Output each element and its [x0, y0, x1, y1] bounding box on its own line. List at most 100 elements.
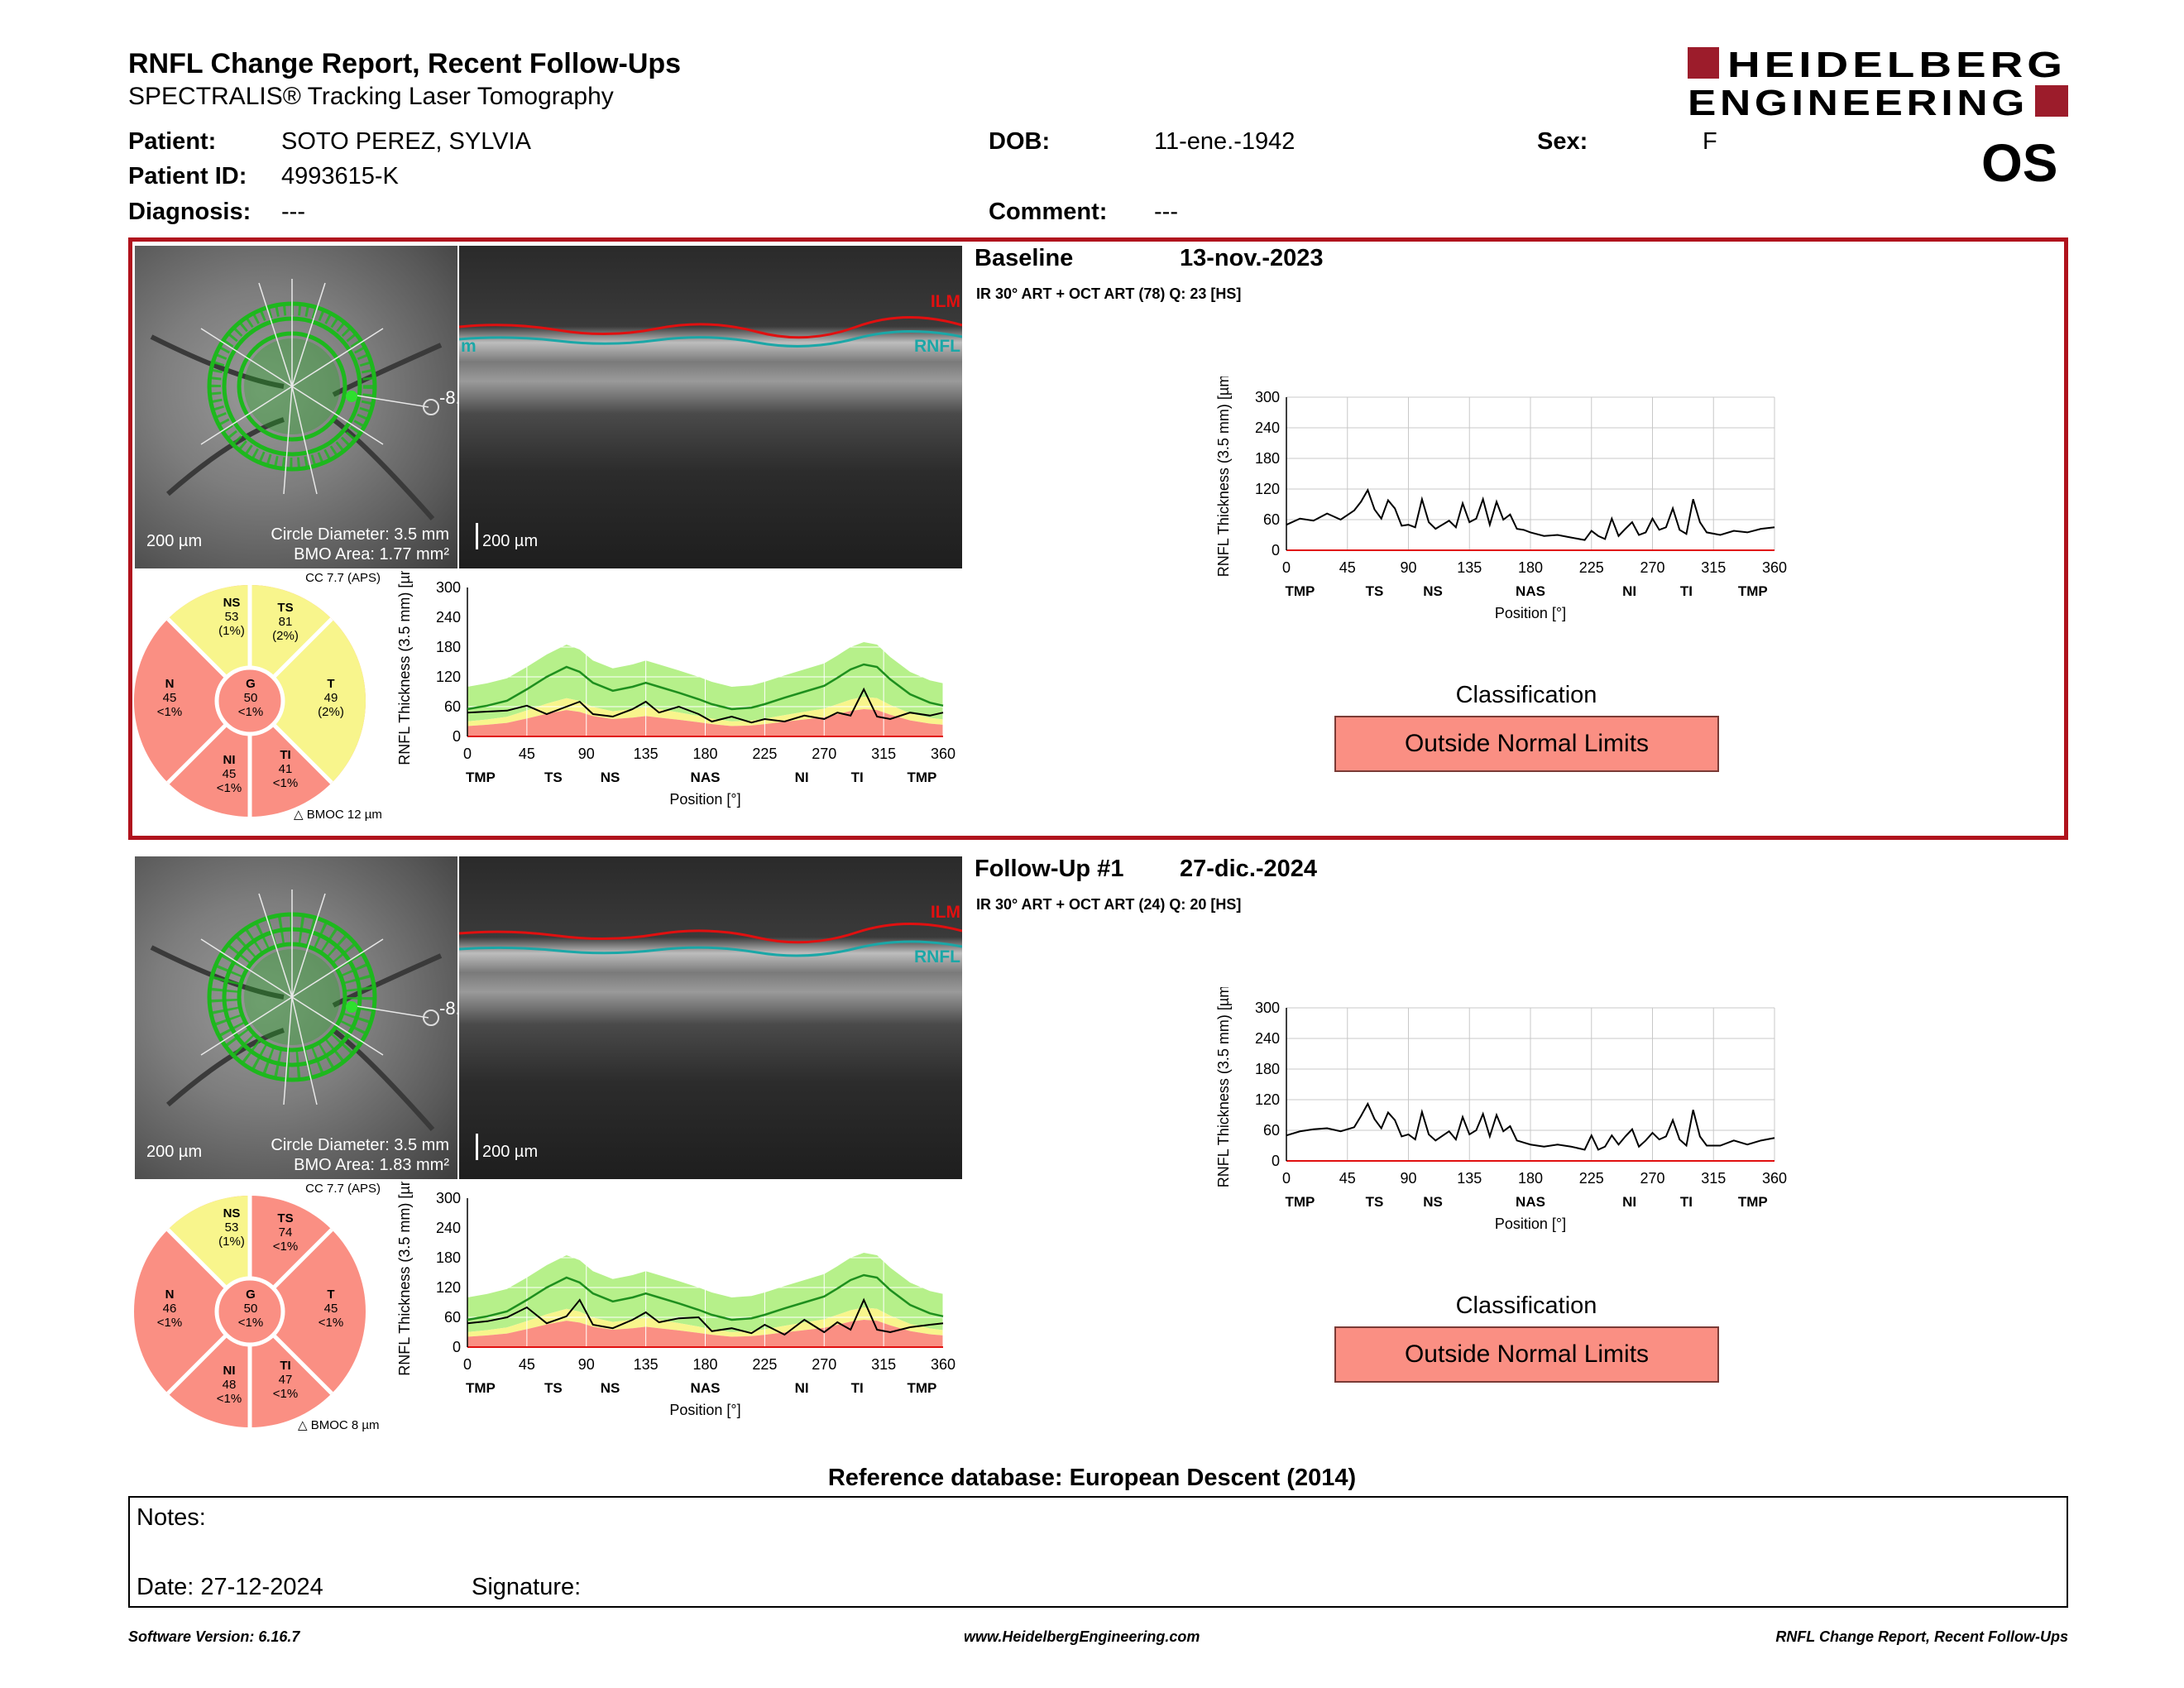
- followup-norm-patient-line: [467, 1297, 944, 1336]
- followup-norm-xtick: 315: [871, 1356, 896, 1373]
- followup-norm-sector-tick: NS: [601, 1380, 620, 1396]
- baseline-profile-sector-tick: NI: [1622, 583, 1636, 599]
- footer-report-name: RNFL Change Report, Recent Follow-Ups: [1775, 1628, 2068, 1645]
- baseline-profile-ytick: 300: [1255, 389, 1280, 405]
- followup-bmoc: △ BMOC 8 µm: [298, 1418, 380, 1432]
- baseline-profile-sector-tick: NAS: [1516, 583, 1545, 599]
- baseline-circle-diameter: Circle Diameter: 3.5 mm: [271, 525, 449, 544]
- followup-fundus-scale: 200 µm: [146, 1143, 203, 1161]
- baseline-norm-ytick: 0: [453, 728, 461, 745]
- baseline-profile-sector-tick: NS: [1423, 583, 1443, 599]
- followup-norm-xtick: 180: [692, 1356, 717, 1373]
- followup-norm-xtick: 225: [752, 1356, 777, 1373]
- baseline-profile-ytick: 120: [1255, 481, 1280, 497]
- baseline-label: Baseline: [975, 245, 1074, 271]
- baseline-acquisition: IR 30° ART + OCT ART (78) Q: 23 [HS]: [976, 285, 1242, 302]
- followup-profile-sector-tick: NS: [1423, 1194, 1443, 1210]
- notes-box[interactable]: Notes: Date: 27-12-2024 Signature:: [128, 1496, 2068, 1608]
- followup-norm-xtick: 45: [519, 1356, 535, 1373]
- diagnosis-label: Diagnosis:: [128, 199, 251, 225]
- baseline-cc: CC 7.7 (APS): [305, 571, 381, 585]
- followup-norm-xlabel: Position [°]: [669, 1402, 740, 1418]
- baseline-sector-chart: [134, 585, 366, 817]
- followup-rnfl-label: RNFL: [914, 947, 960, 966]
- patient-id-label: Patient ID:: [128, 163, 247, 189]
- baseline-profile-xtick: 0: [1282, 559, 1291, 576]
- followup-profile-xtick: 225: [1579, 1170, 1604, 1187]
- baseline-norm-xtick: 45: [519, 746, 535, 762]
- followup-norm-xtick: 90: [578, 1356, 595, 1373]
- baseline-norm-sector-tick: TI: [851, 770, 864, 785]
- followup-norm-normal-mean-line: [467, 1273, 944, 1321]
- baseline-profile-sector-tick: TI: [1680, 583, 1693, 599]
- followup-profile-ytick: 120: [1255, 1091, 1280, 1108]
- followup-profile-xtick: 0: [1282, 1170, 1291, 1187]
- baseline-sector-t: T 49 (2%): [318, 677, 344, 719]
- baseline-profile-xtick: 45: [1339, 559, 1356, 576]
- followup-label: Follow-Up #1: [975, 856, 1124, 882]
- footer-website[interactable]: www.HeidelbergEngineering.com: [964, 1628, 1200, 1645]
- followup-classification-label: Classification: [1455, 1292, 1597, 1319]
- baseline-norm-sector-tick: NAS: [691, 770, 721, 785]
- followup-norm-ytick: 60: [444, 1309, 461, 1326]
- baseline-norm-normal-mean-line: [467, 663, 944, 711]
- followup-profile-ytick: 240: [1255, 1030, 1280, 1047]
- dob-label: DOB:: [989, 128, 1051, 155]
- followup-norm-xtick: 270: [812, 1356, 836, 1373]
- followup-norm-ylabel: RNFL Thickness (3.5 mm) [µm]: [396, 1182, 413, 1376]
- baseline-norm-ytick: 180: [436, 639, 461, 655]
- baseline-oct-scale: 200 µm: [482, 532, 539, 550]
- baseline-norm-xtick: 90: [578, 746, 595, 762]
- eye-indicator: OS: [1981, 133, 2058, 193]
- comment-value: ---: [1154, 199, 1178, 225]
- baseline-frame: [128, 237, 2068, 840]
- reference-database: Reference database: European Descent (20…: [827, 1465, 1357, 1491]
- followup-profile-chart: RNFL Thickness (3.5 mm) [µm] 0 60 120 180 240…: [1215, 987, 1787, 1232]
- baseline-norm-ytick: 60: [444, 698, 461, 715]
- followup-norm-chart: RNFL Thickness (3.5 mm) [µm] 0 60 120 180 240…: [396, 1182, 956, 1418]
- baseline-oct-layers: [459, 316, 962, 348]
- followup-profile-thickness-line: [1286, 1101, 1775, 1151]
- followup-profile-sector-tick: TMP: [1738, 1194, 1768, 1210]
- followup-oct-scan: ILM RNFL 200 µm: [459, 856, 962, 1179]
- followup-norm-ytick: 180: [436, 1249, 461, 1266]
- baseline-profile-xtick: 360: [1762, 559, 1787, 576]
- baseline-profile-xtick: 180: [1518, 559, 1543, 576]
- followup-sector-ni: NI 48 <1%: [216, 1364, 242, 1406]
- baseline-norm-sector-tick: NS: [601, 770, 620, 785]
- patient-id: 4993615-K: [281, 163, 399, 189]
- followup-norm-sector-tick: TS: [544, 1380, 563, 1396]
- followup-oct-scale: 200 µm: [482, 1143, 539, 1161]
- baseline-date: 13-nov.-2023: [1180, 245, 1324, 271]
- followup-fundus-marker: -8.: [439, 998, 461, 1019]
- baseline-oct-scale-bar: [476, 523, 478, 549]
- followup-circle-diameter: Circle Diameter: 3.5 mm: [271, 1136, 449, 1154]
- followup-sector-ns: NS 53 (1%): [218, 1206, 245, 1249]
- followup-profile-xtick: 360: [1762, 1170, 1787, 1187]
- followup-norm-sector-tick: TMP: [466, 1380, 496, 1396]
- notes-label: Notes:: [136, 1504, 206, 1531]
- followup-sector-t: T 45 <1%: [318, 1288, 344, 1330]
- followup-norm-ytick: 240: [436, 1220, 461, 1236]
- baseline-fundus-marker: -8.: [439, 387, 461, 408]
- followup-bmo-area: BMO Area: 1.83 mm²: [294, 1156, 449, 1174]
- baseline-sector-t-fill: [250, 619, 366, 783]
- baseline-profile-xtick: 315: [1701, 559, 1726, 576]
- followup-circle-info: Circle Diameter: 3.5 mm BMO Area: 1.83 m…: [271, 1135, 449, 1175]
- followup-oct-scale-bar: [476, 1134, 478, 1160]
- logo-square-bottom: [2035, 85, 2068, 117]
- baseline-norm-xtick: 270: [812, 746, 836, 762]
- baseline-norm-xtick: 315: [871, 746, 896, 762]
- baseline-norm-chart: RNFL Thickness (3.5 mm) [µm] 0 60 120 180 240…: [396, 571, 956, 808]
- baseline-rnfl-label: RNFL: [914, 337, 960, 356]
- baseline-norm-xtick: 0: [463, 746, 472, 762]
- followup-oct-layers: [459, 923, 962, 957]
- followup-profile-xtick: 135: [1457, 1170, 1482, 1187]
- followup-sector-n: N 46 <1%: [156, 1288, 183, 1330]
- followup-profile-sector-tick: TS: [1366, 1194, 1384, 1210]
- followup-norm-ytick: 300: [436, 1190, 461, 1206]
- baseline-norm-sector-tick: TMP: [466, 770, 496, 785]
- followup-circle-overlay: [150, 890, 443, 1131]
- baseline-norm-sector-tick: NI: [795, 770, 809, 785]
- followup-profile-xtick: 315: [1701, 1170, 1726, 1187]
